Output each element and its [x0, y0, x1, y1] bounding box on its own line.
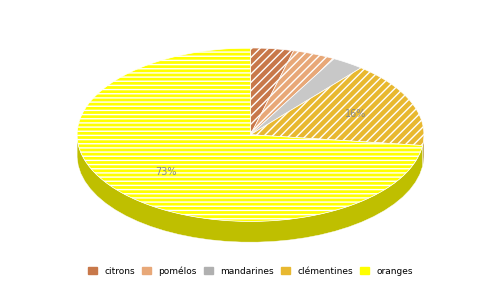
Polygon shape [422, 135, 424, 166]
Polygon shape [77, 136, 422, 242]
Polygon shape [250, 68, 424, 145]
Text: 73%: 73% [155, 167, 177, 177]
Polygon shape [250, 48, 294, 135]
Polygon shape [77, 48, 422, 221]
Polygon shape [250, 59, 361, 135]
Legend: citrons, pomélos, mandarines, clémentines, oranges: citrons, pomélos, mandarines, clémentine… [85, 263, 416, 280]
Polygon shape [250, 51, 334, 135]
Text: 16%: 16% [345, 109, 366, 119]
